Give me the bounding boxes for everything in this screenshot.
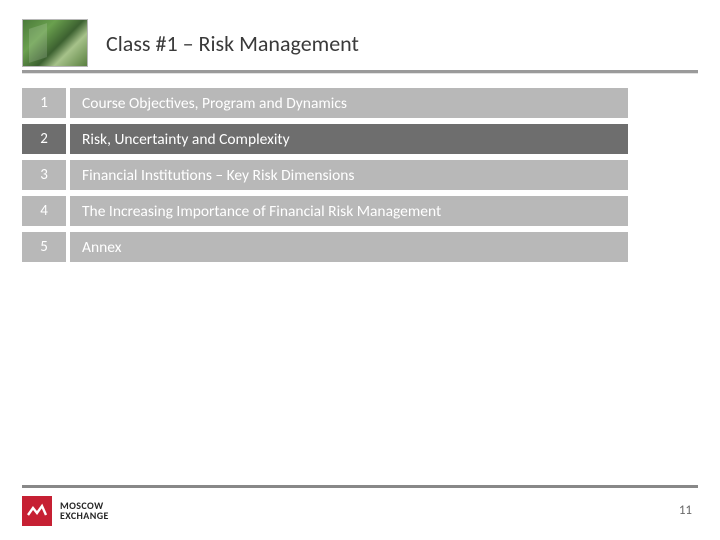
agenda-row-label: Course Objectives, Program and Dynamics bbox=[70, 88, 628, 118]
agenda-row-label: Risk, Uncertainty and Complexity bbox=[70, 124, 628, 154]
brand-logo: MOSCOW EXCHANGE bbox=[22, 496, 109, 526]
footer-rule bbox=[22, 485, 698, 488]
agenda-row-number: 5 bbox=[22, 232, 66, 262]
agenda-row-number: 1 bbox=[22, 88, 66, 118]
agenda-row: 5Annex bbox=[22, 232, 632, 262]
agenda-row-label: Financial Institutions – Key Risk Dimens… bbox=[70, 160, 628, 190]
agenda-row-number: 2 bbox=[22, 124, 66, 154]
brand-logo-line2: EXCHANGE bbox=[60, 511, 109, 522]
brand-logo-text: MOSCOW EXCHANGE bbox=[60, 501, 109, 522]
brand-logo-mark-icon bbox=[22, 496, 52, 526]
agenda-row: 3Financial Institutions – Key Risk Dimen… bbox=[22, 160, 632, 190]
agenda-row-number: 3 bbox=[22, 160, 66, 190]
slide-title: Class #1 – Risk Management bbox=[106, 30, 359, 57]
slide: Class #1 – Risk Management 1Course Objec… bbox=[0, 0, 720, 540]
agenda-row: 1Course Objectives, Program and Dynamics bbox=[22, 88, 632, 118]
agenda-row: 2Risk, Uncertainty and Complexity bbox=[22, 124, 632, 154]
title-underline bbox=[22, 70, 698, 74]
agenda-row: 4The Increasing Importance of Financial … bbox=[22, 196, 632, 226]
agenda-row-label: Annex bbox=[70, 232, 628, 262]
slide-header: Class #1 – Risk Management bbox=[22, 18, 698, 68]
agenda-list: 1Course Objectives, Program and Dynamics… bbox=[22, 88, 632, 268]
agenda-row-number: 4 bbox=[22, 196, 66, 226]
page-number: 11 bbox=[679, 503, 692, 518]
agenda-row-label: The Increasing Importance of Financial R… bbox=[70, 196, 628, 226]
header-image-icon bbox=[22, 19, 88, 67]
